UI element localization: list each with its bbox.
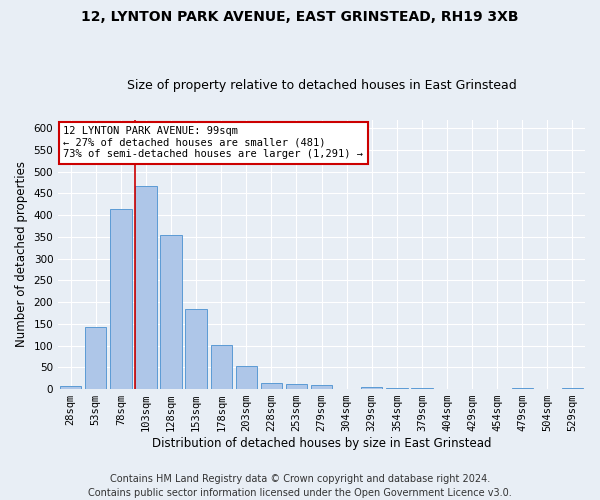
Bar [386, 388, 407, 389]
Bar [562, 388, 583, 389]
Bar [85, 327, 106, 389]
Bar [160, 235, 182, 389]
Bar [411, 388, 433, 389]
Y-axis label: Number of detached properties: Number of detached properties [15, 162, 28, 348]
Title: Size of property relative to detached houses in East Grinstead: Size of property relative to detached ho… [127, 79, 517, 92]
Bar [361, 387, 382, 389]
Bar [236, 366, 257, 389]
Bar [512, 388, 533, 389]
Text: Contains HM Land Registry data © Crown copyright and database right 2024.
Contai: Contains HM Land Registry data © Crown c… [88, 474, 512, 498]
Text: 12, LYNTON PARK AVENUE, EAST GRINSTEAD, RH19 3XB: 12, LYNTON PARK AVENUE, EAST GRINSTEAD, … [81, 10, 519, 24]
Text: 12 LYNTON PARK AVENUE: 99sqm
← 27% of detached houses are smaller (481)
73% of s: 12 LYNTON PARK AVENUE: 99sqm ← 27% of de… [64, 126, 364, 160]
Bar [60, 386, 82, 389]
Bar [110, 208, 131, 389]
Bar [211, 344, 232, 389]
Bar [185, 308, 207, 389]
Bar [286, 384, 307, 389]
Bar [261, 382, 282, 389]
X-axis label: Distribution of detached houses by size in East Grinstead: Distribution of detached houses by size … [152, 437, 491, 450]
Bar [136, 186, 157, 389]
Bar [311, 384, 332, 389]
